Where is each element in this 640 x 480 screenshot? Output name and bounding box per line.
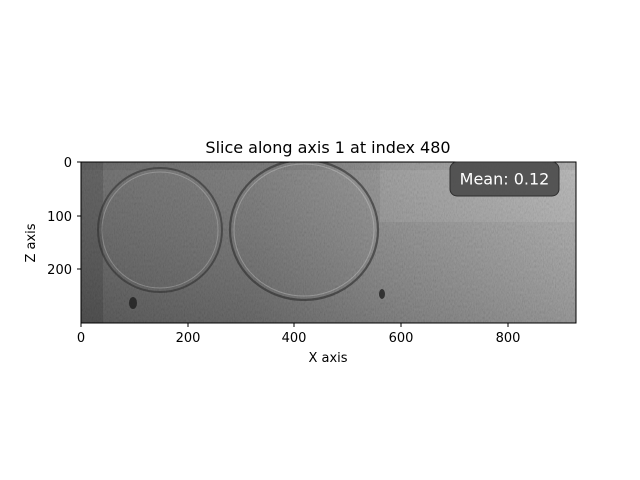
y-tick-label: 100 bbox=[47, 210, 72, 225]
plot-frame bbox=[80, 161, 577, 324]
x-tick-label: 0 bbox=[77, 331, 85, 346]
x-tick-label: 400 bbox=[282, 331, 307, 346]
x-tick-label: 800 bbox=[496, 331, 521, 346]
y-tick-label: 0 bbox=[64, 156, 72, 171]
circle-feature-left bbox=[97, 167, 223, 293]
plot-title: Slice along axis 1 at index 480 bbox=[205, 138, 450, 157]
mean-annotation-text: Mean: 0.12 bbox=[460, 170, 550, 189]
y-tick-label: 200 bbox=[47, 263, 72, 278]
x-axis-label: X axis bbox=[308, 351, 347, 366]
x-tick-label: 200 bbox=[176, 331, 201, 346]
circle-feature-right bbox=[228, 162, 380, 302]
x-axis bbox=[80, 323, 509, 327]
dark-spot bbox=[379, 289, 385, 299]
x-tick-label: 600 bbox=[389, 331, 414, 346]
y-axis-label: Z axis bbox=[24, 223, 39, 262]
y-axis bbox=[77, 161, 81, 270]
mean-annotation: Mean: 0.12 bbox=[449, 161, 560, 197]
dark-spot bbox=[129, 297, 137, 309]
